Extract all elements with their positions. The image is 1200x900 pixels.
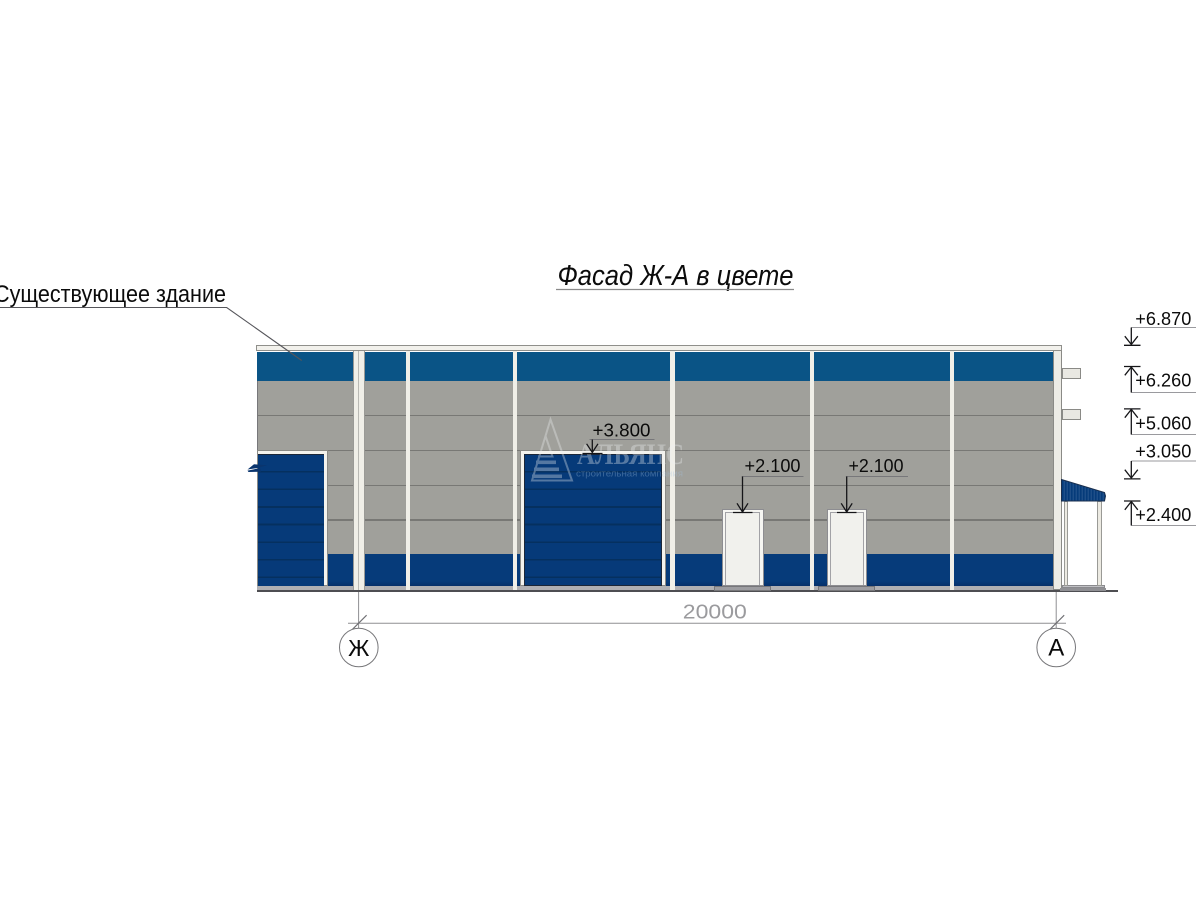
svg-text:+6.260: +6.260 xyxy=(1135,371,1191,391)
svg-text:строительная компания: строительная компания xyxy=(576,469,683,479)
svg-text:+5.060: +5.060 xyxy=(1135,414,1191,434)
svg-text:Ж: Ж xyxy=(348,635,369,661)
svg-text:Фасад Ж-А в цвете: Фасад Ж-А в цвете xyxy=(558,260,794,292)
svg-text:+2.400: +2.400 xyxy=(1135,505,1191,525)
svg-text:АЛЬЯНС: АЛЬЯНС xyxy=(577,438,684,471)
svg-text:+3.050: +3.050 xyxy=(1135,442,1191,462)
svg-text:+2.100: +2.100 xyxy=(849,456,904,476)
svg-text:+2.100: +2.100 xyxy=(745,456,801,476)
svg-text:А: А xyxy=(1048,635,1064,662)
svg-text:Существующее здание: Существующее здание xyxy=(0,281,226,308)
svg-text:+6.870: +6.870 xyxy=(1135,309,1191,329)
svg-text:20000: 20000 xyxy=(683,602,747,624)
svg-text:+3.800: +3.800 xyxy=(593,421,651,441)
